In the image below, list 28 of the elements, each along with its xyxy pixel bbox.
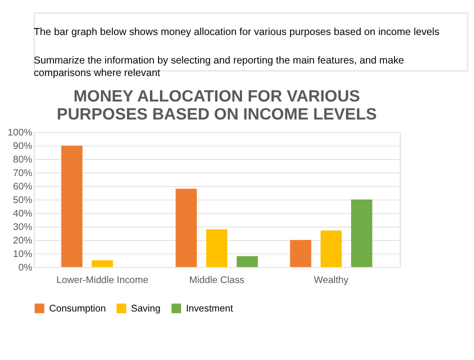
y-tick-label: 50% (13, 194, 33, 206)
bar (351, 200, 372, 267)
text: The bar graph below shows money allocation for various purposes based on income levels (34, 26, 440, 38)
y-tick-label: 100% (8, 127, 33, 138)
y-tick-label: 70% (13, 168, 33, 179)
bar (61, 146, 82, 267)
x-tick-label: Lower-Middle Income (56, 274, 148, 286)
text: Summarize the information by selecting and reporting the main features, and make comparisons where relevant (34, 56, 404, 80)
y-tick-label: 90% (13, 140, 33, 152)
x-tick-label: Wealthy (314, 274, 349, 286)
chart-title: MONEY ALLOCATION FOR VARIOUS PURPOSES BASED ON INCOME LEVELS (56, 87, 377, 124)
y-tick-label: 40% (13, 208, 33, 220)
bar (176, 188, 197, 267)
y-tick-label: 0% (18, 262, 33, 274)
bar (320, 230, 342, 267)
y-tick-label: 60% (13, 181, 33, 192)
legend-label: Saving (131, 303, 160, 314)
legend-label: Investment (186, 303, 234, 314)
bar (206, 229, 228, 267)
y-tick-label: 10% (13, 248, 33, 260)
bar (290, 240, 312, 267)
bar (92, 260, 113, 267)
bar (236, 256, 258, 267)
legend-label: Consumption (49, 303, 106, 314)
y-tick-label: 20% (13, 235, 33, 246)
x-tick-label: Middle Class (189, 274, 244, 286)
y-tick-label: 30% (13, 222, 33, 233)
y-tick-label: 80% (13, 154, 33, 166)
